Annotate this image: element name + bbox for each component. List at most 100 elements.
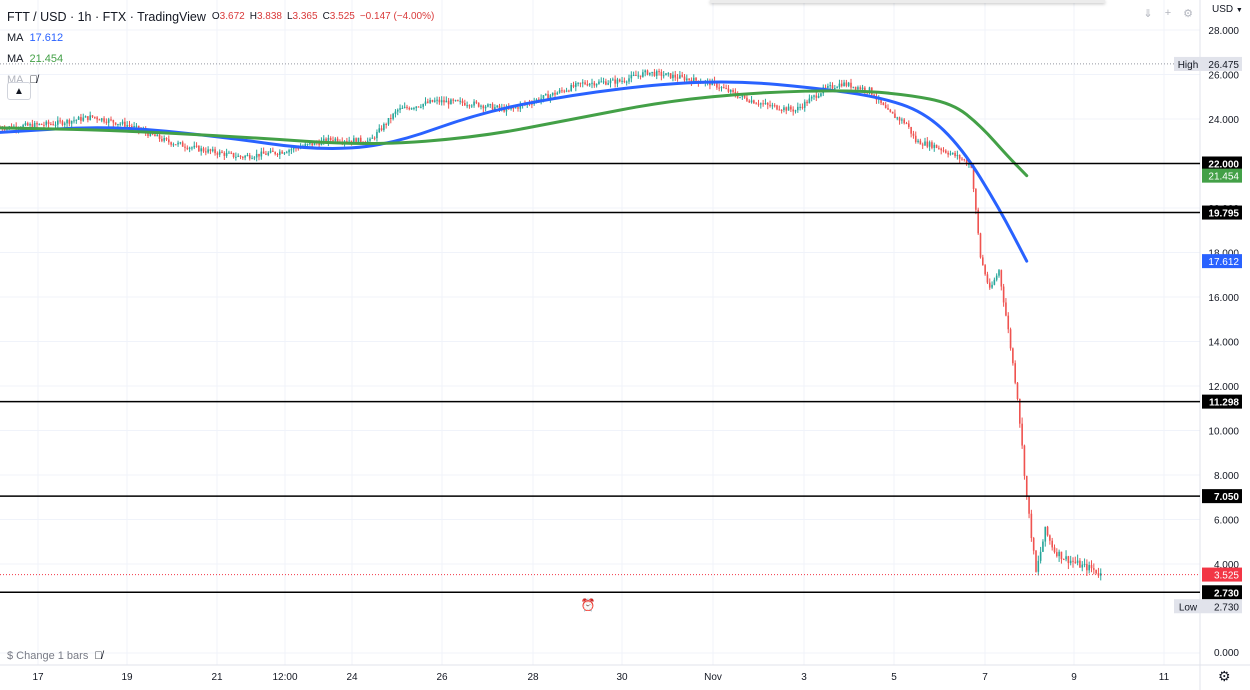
candle [168,139,170,143]
x-tick-label: 7 [982,672,988,683]
candle [232,152,235,157]
x-tick-label: Nov [704,672,722,683]
candle [921,144,924,146]
candle [688,78,690,80]
candle [103,118,105,122]
candle [1016,382,1019,400]
candle [829,85,831,87]
candle [47,121,50,125]
ma-legend-row-2[interactable]: MA 21.454 [7,48,434,69]
candle [318,142,320,146]
candle [801,106,804,108]
candle [630,75,633,79]
eye-hidden-icon[interactable]: 👁̸ [94,650,103,662]
candle [780,109,783,111]
candle [840,83,843,87]
candle [836,87,838,89]
candle [672,74,674,79]
candle [350,140,353,143]
candle [903,119,905,124]
symbol-title[interactable]: FTT / USD · 1h · FTX · TradingView [7,9,206,24]
candle [961,158,963,160]
x-tick-label: 21 [211,672,223,683]
collapse-legend-button[interactable]: ▲ [7,82,31,100]
candle [274,151,276,155]
gear-icon[interactable]: ⚙ [1218,668,1231,684]
candle [26,123,29,126]
candle [1060,551,1063,560]
candle [237,155,239,157]
candle [1032,538,1035,551]
candle [329,137,332,141]
ma-legend-row-3[interactable]: MA 👁̸ [7,69,434,90]
candle [549,95,552,99]
candle [306,143,309,145]
candle [785,107,788,111]
candle [600,81,603,83]
y-tick-label: 28.000 [1208,26,1239,37]
candle [512,107,515,109]
candle [676,77,679,79]
candle [602,81,605,83]
ma-label: MA [7,31,24,44]
candle [420,106,422,108]
candle [438,99,441,103]
candle [468,105,471,107]
candle [586,84,589,86]
price-tag-caption: High [1178,60,1199,71]
candle [868,87,871,92]
candle [658,71,660,73]
candle [359,137,362,143]
candle [258,153,260,157]
candle [223,152,226,156]
candle [965,160,968,165]
candle [357,137,360,144]
candle [401,107,404,109]
candle [815,95,818,98]
candle [36,122,38,125]
candle [1095,569,1097,574]
candle [940,148,942,151]
candle [246,155,249,157]
candle [119,123,122,125]
arrow-down-icon[interactable]: ⇓ [1143,7,1153,20]
candle [628,78,630,82]
candle [561,90,563,92]
candle [593,82,596,86]
candle [935,144,938,148]
candle [313,142,316,146]
candle [766,103,769,105]
plus-icon[interactable]: + [1164,7,1172,19]
candle [487,104,489,107]
candle [63,123,66,125]
candle [1000,270,1003,287]
candle [309,143,311,145]
candle [817,95,820,98]
currency-dropdown[interactable]: USD ▼ [1212,4,1243,15]
y-tick-label: 24.000 [1208,115,1239,126]
price-tag-label: 11.298 [1209,398,1239,409]
candle [928,142,931,147]
ma-legend-row-1[interactable]: MA 17.612 [7,27,434,48]
eye-hidden-icon[interactable]: 👁̸ [29,73,38,86]
candle [403,106,406,108]
candle [202,148,205,152]
candle [621,80,623,82]
candle [558,90,561,93]
candle [1053,547,1056,553]
y-tick-label: 6.000 [1214,516,1239,527]
candle [810,96,813,99]
candle [235,156,237,158]
settings-icon[interactable]: ⚙ [1183,7,1193,20]
candle [896,117,899,119]
candle [218,151,221,155]
candle [68,120,71,124]
candle [889,109,892,112]
candle [105,121,108,123]
candle [864,87,866,92]
candle [725,88,727,90]
candle [824,87,827,89]
candle [729,90,732,92]
candle [325,138,327,143]
